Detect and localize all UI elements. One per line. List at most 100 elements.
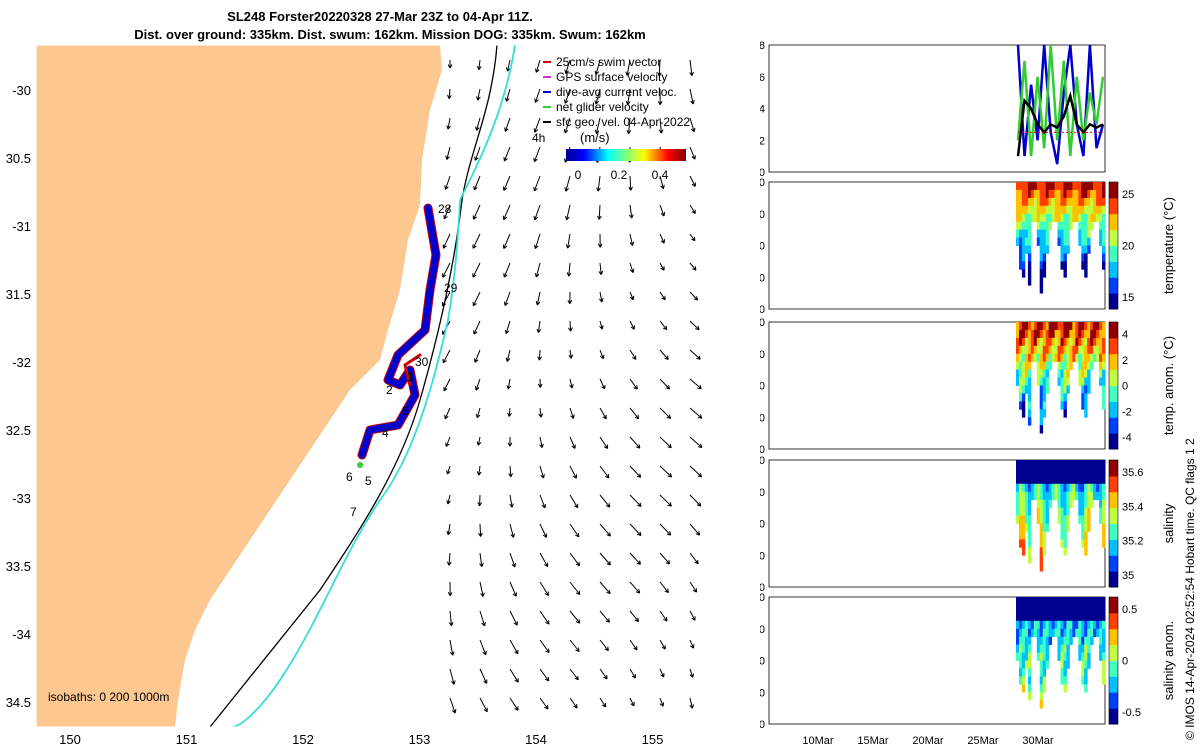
heatmap-cell — [1096, 612, 1100, 622]
panel-ytick: 0 — [760, 592, 765, 604]
heatmap-cell — [1024, 483, 1029, 493]
heatmap-cell — [1033, 353, 1038, 363]
heatmap-cell — [1087, 460, 1091, 469]
heatmap-cell — [1102, 499, 1106, 508]
heatmap-cell — [1027, 189, 1032, 199]
heatmap-cell — [1066, 460, 1070, 469]
heatmap-cell — [1021, 361, 1026, 370]
heatmap-cell — [1066, 612, 1070, 622]
heatmap-cell — [1069, 353, 1073, 363]
heatmap-cell — [1057, 475, 1061, 485]
panel-ytick: 200 — [760, 719, 765, 731]
colorbar-segment — [1109, 644, 1118, 661]
heatmap-cell — [1087, 322, 1091, 331]
heatmap-cell — [1039, 676, 1044, 685]
heatmap-cell — [1021, 523, 1026, 532]
heatmap-cell — [1066, 467, 1070, 477]
heatmap-cell — [1042, 229, 1047, 238]
heatmap-cell — [1016, 213, 1020, 223]
heatmap-cell — [1060, 467, 1064, 477]
heatmap-cell — [1039, 285, 1044, 294]
time-tick: 30Mar — [1022, 735, 1054, 747]
heatmap-cell — [1060, 460, 1064, 469]
lon-tick-label: 154 — [525, 732, 547, 747]
day-label: 3 — [402, 404, 409, 418]
heatmap-cell — [1039, 393, 1044, 402]
heatmap-cell — [1075, 620, 1079, 630]
heatmap-cell — [1042, 322, 1047, 331]
isobath-label: isobaths: 0 200 1000m — [48, 690, 169, 704]
heatmap-cell — [1042, 409, 1047, 418]
heatmap-cell — [1057, 515, 1061, 524]
heatmap-cell — [1048, 460, 1052, 469]
heatmap-cell — [1057, 337, 1061, 347]
heatmap-cell — [1042, 620, 1047, 630]
heatmap-cell — [1027, 692, 1032, 701]
heatmap-cell — [1060, 345, 1064, 355]
heatmap-cell — [1042, 507, 1047, 516]
heatmap-cell — [1081, 337, 1085, 347]
heatmap-cell — [1027, 499, 1032, 508]
heatmap-cell — [1057, 620, 1061, 630]
heatmap-cell — [1021, 644, 1026, 653]
heatmap-cell — [1033, 182, 1038, 191]
heatmap-cell — [1057, 329, 1061, 339]
heatmap-cell — [1021, 460, 1026, 469]
heatmap-cell — [1019, 652, 1023, 661]
heatmap-cell — [1099, 636, 1103, 645]
heatmap-cell — [1096, 620, 1100, 630]
heatmap-cell — [1084, 547, 1088, 556]
heatmap-cell — [1084, 385, 1088, 394]
heatmap-cell — [1081, 329, 1085, 339]
heatmap-cell — [1019, 237, 1023, 246]
panel-ytick: 100 — [760, 381, 765, 393]
heatmap-cell — [1060, 620, 1064, 630]
heatmap-cell — [1039, 417, 1044, 426]
isobath-1000m — [231, 45, 516, 727]
heatmap-cell — [1027, 668, 1032, 677]
heatmap-cell — [1027, 182, 1032, 191]
heatmap-cell — [1039, 385, 1044, 394]
heatmap-cell — [1019, 531, 1023, 540]
heatmap-cell — [1030, 345, 1035, 355]
heatmap-cell — [1027, 652, 1032, 661]
heatmap-cell — [1060, 393, 1064, 402]
heatmap-cell — [1048, 337, 1052, 347]
heatmap-cell — [1096, 329, 1100, 339]
heatmap-cell — [1057, 213, 1061, 223]
heatmap-cell — [1090, 628, 1094, 638]
heatmap-cell — [1084, 205, 1088, 215]
heatmap-cell — [1039, 425, 1044, 434]
heatmap-cell — [1016, 361, 1020, 370]
heatmap-cell — [1102, 604, 1106, 614]
heatmap-cell — [1051, 483, 1055, 493]
colorbar-segment — [1109, 213, 1118, 231]
heatmap-cell — [1081, 660, 1085, 669]
heatmap-cell — [1078, 644, 1082, 653]
heatmap-cell — [1060, 499, 1064, 508]
heatmap-cell — [1039, 329, 1044, 339]
heatmap-cell — [1039, 563, 1044, 572]
heatmap-cell — [1102, 597, 1106, 606]
heatmap-cell — [1051, 620, 1055, 630]
heatmap-cell — [1024, 353, 1029, 363]
heatmap-cell — [1084, 467, 1088, 477]
heatmap-cell — [1027, 345, 1032, 355]
heatmap-cell — [1054, 475, 1058, 485]
heatmap-cell — [1019, 205, 1023, 215]
heatmap-cell — [1063, 597, 1067, 606]
heatmap-cell — [1090, 499, 1094, 508]
heatmap-cell — [1039, 507, 1044, 516]
heatmap-cell — [1057, 628, 1061, 638]
heatmap-cell — [1072, 491, 1076, 501]
figure-subtitle: Dist. over ground: 335km. Dist. swum: 16… — [134, 27, 646, 42]
panel-ytick: 0 — [760, 177, 765, 189]
colorbar-segment — [1109, 460, 1118, 477]
colorbar-segment — [1109, 277, 1118, 294]
heatmap-cell — [1019, 189, 1023, 199]
heatmap-cell — [1051, 322, 1055, 331]
heatmap-cell — [1081, 369, 1085, 378]
panel-3: Depth (m)05010015020035.635.435.235salin… — [760, 455, 1176, 594]
heatmap-cell — [1048, 499, 1052, 508]
heatmap-cell — [1024, 245, 1029, 254]
